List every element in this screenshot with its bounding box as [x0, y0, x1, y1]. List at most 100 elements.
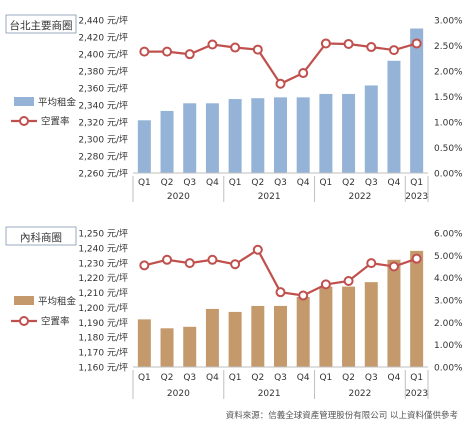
point-vacancy [388, 45, 399, 56]
y-left-tick-label: 2,300 元/坪 [78, 135, 128, 146]
x-tick-label-year: 2023 [405, 389, 428, 399]
y-right-tick-label: 6.00% [434, 230, 463, 240]
legend-swatch-rent [14, 97, 34, 106]
bar-rent [296, 297, 310, 367]
x-tick-label-quarter: Q1 [410, 178, 423, 188]
bar-rent [342, 286, 356, 367]
x-tick-label-year: 2020 [167, 192, 190, 202]
legend-label-vacancy: 空置率 [41, 316, 70, 328]
bar-rent [205, 103, 219, 173]
chart-neihu-district: 內科商圈 1,160 元/坪 1,170 元/坪 1,180 元/坪 1,190 元/坪… [5, 226, 463, 399]
x-tick-label-quarter: Q2 [251, 373, 264, 383]
legend-swatch-vacancy-marker [19, 316, 29, 326]
point-vacancy [411, 253, 422, 264]
x-tick-label-quarter: Q4 [388, 178, 401, 188]
y-right-tick-label: 2.50% [434, 42, 463, 52]
bar-rent [274, 305, 287, 367]
y-right-tick-label: 0.50% [434, 144, 463, 154]
x-tick-label-quarter: Q3 [274, 373, 287, 383]
y-right-tick-label: 1.50% [434, 93, 463, 103]
point-vacancy [162, 46, 173, 57]
point-vacancy [230, 259, 241, 270]
chart-title-box [5, 14, 77, 34]
point-vacancy [343, 276, 354, 287]
bar-rent [228, 311, 242, 367]
x-tick-label-quarter: Q1 [138, 373, 151, 383]
point-vacancy [184, 49, 195, 60]
y-left-tick-label: 1,200 元/坪 [78, 303, 128, 314]
bar-rent [137, 120, 151, 173]
legend-swatch-vacancy-marker [19, 116, 29, 126]
x-tick-label-quarter: Q2 [342, 373, 355, 383]
x-tick-label-quarter: Q2 [342, 178, 355, 188]
x-tick-label-quarter: Q1 [229, 178, 242, 188]
x-tick-label-year: 2020 [167, 389, 190, 399]
point-vacancy [320, 38, 331, 49]
y-right-tick-label: 2.00% [434, 319, 463, 329]
y-left-tick-label: 2,280 元/坪 [78, 152, 128, 163]
y-right-tick-label: 3.00% [434, 17, 463, 27]
chart-title: 台北主要商圈 [10, 19, 73, 32]
point-vacancy [298, 290, 309, 301]
point-vacancy [207, 254, 218, 265]
point-vacancy [366, 42, 377, 53]
x-tick-label-quarter: Q4 [388, 373, 401, 383]
bar-rent [364, 282, 378, 367]
point-vacancy [230, 42, 241, 53]
y-left-tick-label: 2,440 元/坪 [78, 16, 128, 27]
bar-rent [410, 28, 424, 173]
chart-title: 內科商圈 [20, 231, 62, 244]
y-right-tick-label: 0.00% [434, 170, 463, 180]
y-left-tick-label: 2,380 元/坪 [78, 67, 128, 78]
x-tick-label-quarter: Q3 [183, 373, 196, 383]
point-vacancy [388, 261, 399, 272]
point-vacancy [252, 244, 263, 255]
y-right-tick-label: 0.00% [434, 364, 463, 374]
x-tick-label-quarter: Q2 [161, 373, 174, 383]
y-left-tick-label: 2,360 元/坪 [78, 84, 128, 95]
x-tick-label-year: 2021 [258, 389, 281, 399]
point-vacancy [275, 287, 286, 298]
y-left-tick-label: 1,180 元/坪 [78, 333, 128, 344]
y-left-tick-label: 1,230 元/坪 [78, 258, 128, 269]
y-right-tick-label: 1.00% [434, 341, 463, 351]
x-tick-label-quarter: Q4 [297, 373, 310, 383]
x-tick-label-quarter: Q3 [365, 178, 378, 188]
point-vacancy [411, 38, 422, 49]
x-tick-label-quarter: Q4 [206, 373, 219, 383]
source-note: 資料來源：信義全球資產管理股份有限公司 以上資料僅供參考 [226, 410, 458, 421]
x-tick-label-quarter: Q3 [365, 373, 378, 383]
x-tick-label-quarter: Q2 [251, 178, 264, 188]
bar-rent [387, 259, 401, 367]
x-tick-label-quarter: Q1 [319, 178, 332, 188]
point-vacancy [366, 258, 377, 269]
bar-rent [137, 319, 151, 367]
y-right-tick-label: 3.00% [434, 297, 463, 307]
point-vacancy [320, 279, 331, 290]
y-left-tick-label: 1,170 元/坪 [78, 348, 128, 359]
bar-rent [296, 97, 310, 173]
point-vacancy [298, 68, 309, 79]
bar-rent [319, 286, 333, 367]
x-tick-label-year: 2021 [258, 192, 281, 202]
bar-rent [228, 99, 242, 173]
x-tick-label-quarter: Q3 [183, 178, 196, 188]
y-left-tick-label: 2,260 元/坪 [78, 169, 128, 180]
legend-label-vacancy: 空置率 [41, 116, 70, 128]
x-tick-label-quarter: Q3 [274, 178, 287, 188]
bar-rent [342, 93, 356, 173]
x-tick-label-quarter: Q2 [161, 178, 174, 188]
bar-rent [387, 60, 401, 173]
y-left-tick-label: 1,220 元/坪 [78, 273, 128, 284]
chart-title-box [5, 226, 77, 246]
x-tick-label-quarter: Q1 [229, 373, 242, 383]
y-left-tick-label: 2,400 元/坪 [78, 50, 128, 61]
y-left-tick-label: 1,250 元/坪 [78, 229, 128, 240]
bar-rent [251, 98, 265, 173]
y-left-tick-label: 2,420 元/坪 [78, 33, 128, 44]
bar-rent [274, 97, 287, 173]
x-tick-label-quarter: Q1 [138, 178, 151, 188]
x-tick-label-year: 2022 [348, 192, 371, 202]
point-vacancy [162, 254, 173, 265]
